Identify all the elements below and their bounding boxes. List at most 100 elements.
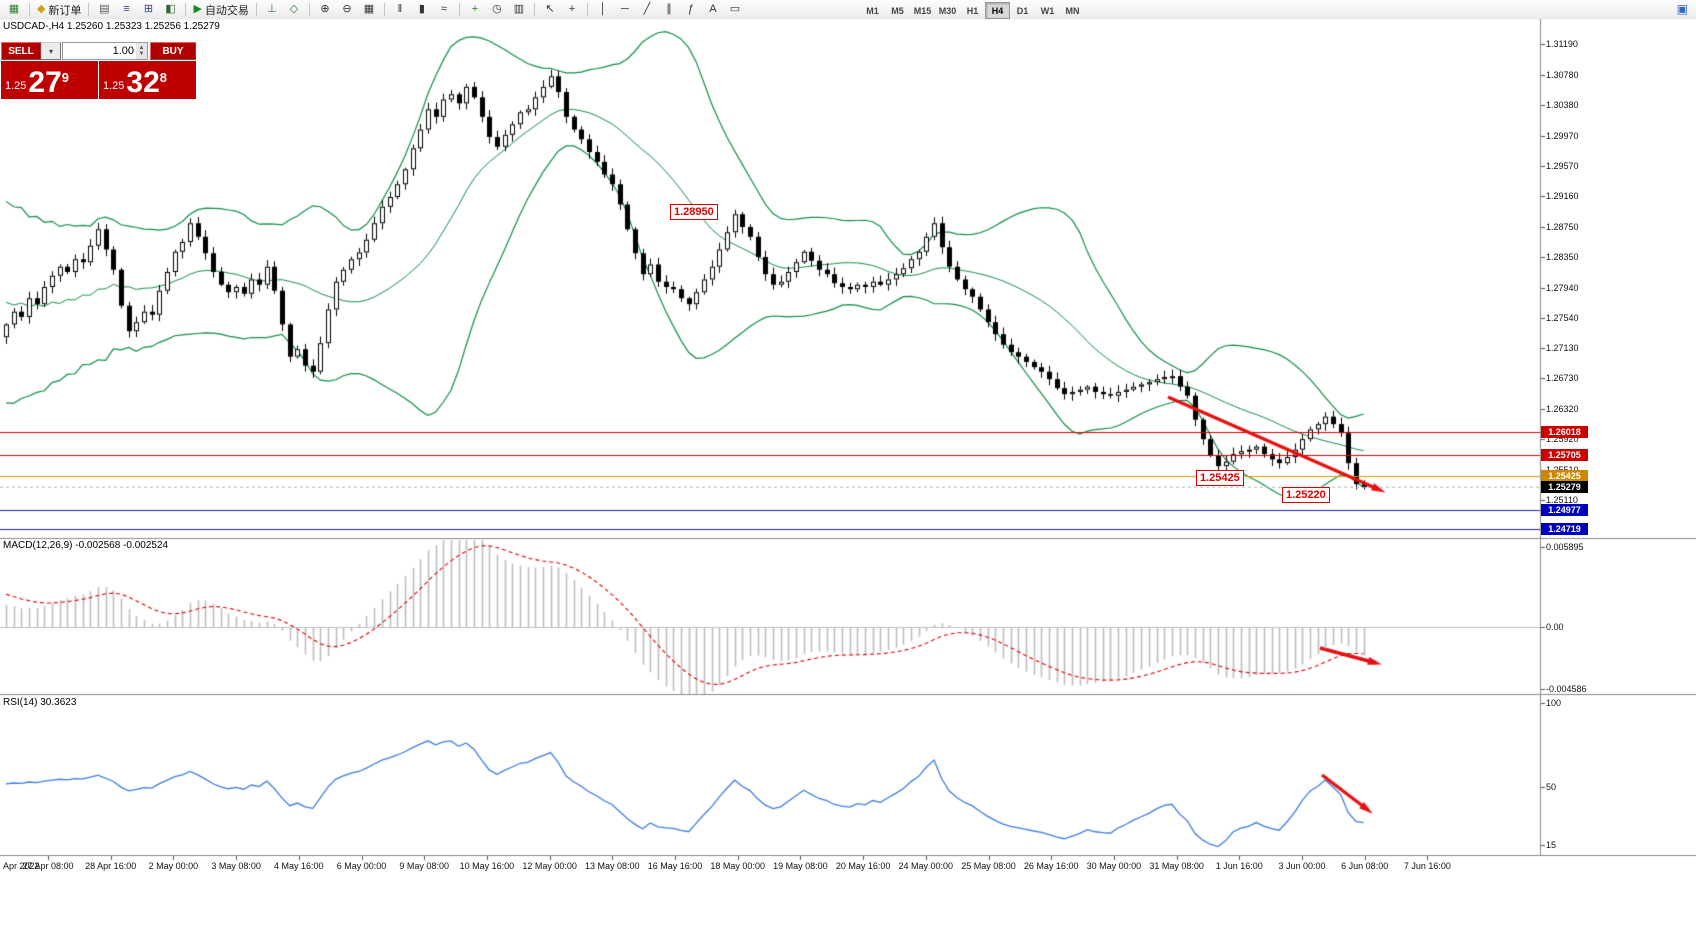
spinner-up-icon[interactable]: ▲ — [138, 45, 145, 51]
add-indicator-button[interactable]: + — [465, 2, 485, 18]
candlestick-chart-icon: ▮ — [418, 3, 425, 15]
candlestick-chart-button[interactable]: ▮ — [412, 2, 432, 18]
sell-price-pips: 27 — [28, 66, 62, 99]
buy-price-pips: 32 — [126, 66, 160, 99]
new-order-label: 新订单 — [48, 4, 82, 17]
period-selector-icon: ◷ — [492, 3, 502, 15]
timeframe-mn[interactable]: MN — [1065, 5, 1080, 16]
toolbar-items: ▦ ◆ 新订单 ▤ ≡ ⊞ ◧ ▶ 自动交易 ⊥ ◇ ⊕ ⊖ ▦ ‖ ▮ ≈ + ◷ ▥ ↖ + │ ─ ╱ ∥ ƒ A ▭ — [3, 2, 746, 18]
period-selector-button[interactable]: ◷ — [487, 2, 507, 18]
timeframe-h1[interactable]: H1 — [966, 5, 979, 16]
buy-price-panel[interactable]: 1.25 32 8 — [99, 61, 196, 99]
auto-trading-icon: ▶ — [193, 3, 202, 15]
fibonacci-icon: ƒ — [687, 3, 694, 15]
arrows-tool-button[interactable]: ▭ — [725, 2, 745, 18]
buy-price-base: 1.25 — [103, 80, 125, 92]
chevron-down-icon: ▾ — [48, 46, 53, 56]
volume-box: ▲▼ — [62, 42, 148, 60]
timeframe-d1[interactable]: D1 — [1016, 5, 1029, 16]
sell-price-base: 1.25 — [5, 80, 27, 92]
text-button[interactable]: A — [703, 2, 723, 18]
indicator-list-icon: ⊥ — [267, 3, 277, 15]
bar-chart-button[interactable]: ‖ — [390, 2, 410, 18]
chart-title: USDCAD-,H4 1.25260 1.25323 1.25256 1.252… — [3, 21, 220, 32]
navigator-button[interactable]: ◧ — [160, 2, 180, 18]
equidistant-channel-icon: ∥ — [666, 3, 672, 15]
order-type-dropdown[interactable]: ▾ — [41, 42, 61, 60]
toolbar-separator — [458, 3, 460, 16]
zoom-out-icon: ⊖ — [342, 3, 352, 15]
dock-icon[interactable]: ▣ — [1676, 2, 1688, 16]
buy-button[interactable]: BUY — [150, 42, 196, 60]
macd-label: MACD(12,26,9) -0.002568 -0.002524 — [3, 540, 169, 551]
trade-widget-prices: 1.25 27 9 1.25 32 8 — [1, 61, 196, 99]
toolbar-separator — [29, 3, 30, 16]
sell-button[interactable]: SELL — [1, 42, 41, 60]
tile-windows-icon: ▦ — [363, 3, 375, 15]
sell-price-panel[interactable]: 1.25 27 9 — [1, 61, 98, 99]
arrows-tool-icon: ▭ — [729, 3, 741, 15]
toolbar-separator — [533, 3, 535, 16]
templates-icon: ▥ — [513, 3, 525, 15]
fibonacci-button[interactable]: ƒ — [681, 2, 701, 18]
timeframe-m15[interactable]: M15 — [913, 5, 932, 16]
indicator-list-button[interactable]: ⊥ — [262, 2, 282, 18]
spinner-down-icon[interactable]: ▼ — [138, 51, 145, 57]
trade-widget-controls: SELL ▾ ▲▼ BUY — [1, 42, 196, 60]
market-watch-icon: ≡ — [123, 3, 130, 15]
horizontal-line-button[interactable]: ─ — [615, 2, 635, 18]
new-chart-icon: ▦ — [8, 3, 20, 15]
horizontal-line-icon: ─ — [621, 3, 629, 15]
objects-list-icon: ◇ — [289, 3, 299, 15]
tile-windows-button[interactable]: ▦ — [359, 2, 379, 18]
equidistant-channel-button[interactable]: ∥ — [659, 2, 679, 18]
timeframe-m1[interactable]: M1 — [866, 5, 879, 16]
toolbar-separator — [383, 3, 385, 16]
add-indicator-icon: + — [471, 3, 479, 15]
profiles-button[interactable]: ▤ — [94, 2, 114, 18]
crosshair-icon: + — [568, 3, 576, 15]
market-watch-button[interactable]: ≡ — [116, 2, 136, 18]
toolbar-separator — [586, 3, 588, 16]
one-click-trading-widget: SELL ▾ ▲▼ BUY 1.25 27 9 1.25 32 8 — [1, 42, 196, 99]
new-order-icon: ◆ — [37, 3, 46, 15]
navigator-icon: ◧ — [165, 3, 176, 15]
bar-chart-icon: ‖ — [397, 3, 403, 15]
objects-list-button[interactable]: ◇ — [284, 2, 304, 18]
rsi-label: RSI(14) 30.3623 — [3, 697, 77, 708]
trendline-button[interactable]: ╱ — [637, 2, 657, 18]
toolbar-separator — [255, 3, 257, 16]
buy-price-point: 8 — [159, 70, 168, 85]
zoom-in-button[interactable]: ⊕ — [315, 2, 335, 18]
timeframe-w1[interactable]: W1 — [1040, 5, 1055, 16]
new-order-button[interactable]: ◆ 新订单 — [35, 2, 83, 18]
toolbar: ▦ ◆ 新订单 ▤ ≡ ⊞ ◧ ▶ 自动交易 ⊥ ◇ ⊕ ⊖ ▦ ‖ ▮ ≈ + ◷ ▥ ↖ + │ ─ ╱ ∥ ƒ A ▭ M1 M5 M… — [0, 0, 1696, 19]
data-window-button[interactable]: ⊞ — [138, 2, 158, 18]
auto-trading-label: 自动交易 — [204, 4, 249, 17]
trendline-icon: ╱ — [643, 3, 651, 15]
crosshair-button[interactable]: + — [562, 2, 582, 18]
data-window-icon: ⊞ — [143, 3, 154, 15]
line-chart-button[interactable]: ≈ — [434, 2, 454, 18]
vertical-line-button[interactable]: │ — [593, 2, 613, 18]
zoom-in-icon: ⊕ — [320, 3, 330, 15]
new-chart-button[interactable]: ▦ — [4, 2, 24, 18]
line-chart-icon: ≈ — [440, 3, 447, 15]
timeframe-buttons: M1 M5 M15 M30 H1 H4 D1 W1 MN — [860, 2, 1085, 19]
zoom-out-button[interactable]: ⊖ — [337, 2, 357, 18]
timeframe-m5[interactable]: M5 — [891, 5, 904, 16]
volume-spinner[interactable]: ▲ ▼ — [136, 43, 147, 59]
toolbar-separator — [308, 3, 310, 16]
auto-trading-button[interactable]: ▶ 自动交易 — [191, 2, 250, 18]
volume-input[interactable] — [63, 43, 136, 59]
cursor-icon: ↖ — [545, 3, 555, 15]
toolbar-separator — [88, 3, 90, 16]
timeframe-h4[interactable]: H4 — [985, 2, 1010, 19]
templates-button[interactable]: ▥ — [509, 2, 529, 18]
profiles-icon: ▤ — [99, 3, 110, 15]
vertical-line-icon: │ — [599, 3, 607, 15]
cursor-button[interactable]: ↖ — [540, 2, 560, 18]
timeframe-m30[interactable]: M30 — [938, 5, 957, 16]
sell-price-point: 9 — [61, 70, 70, 85]
